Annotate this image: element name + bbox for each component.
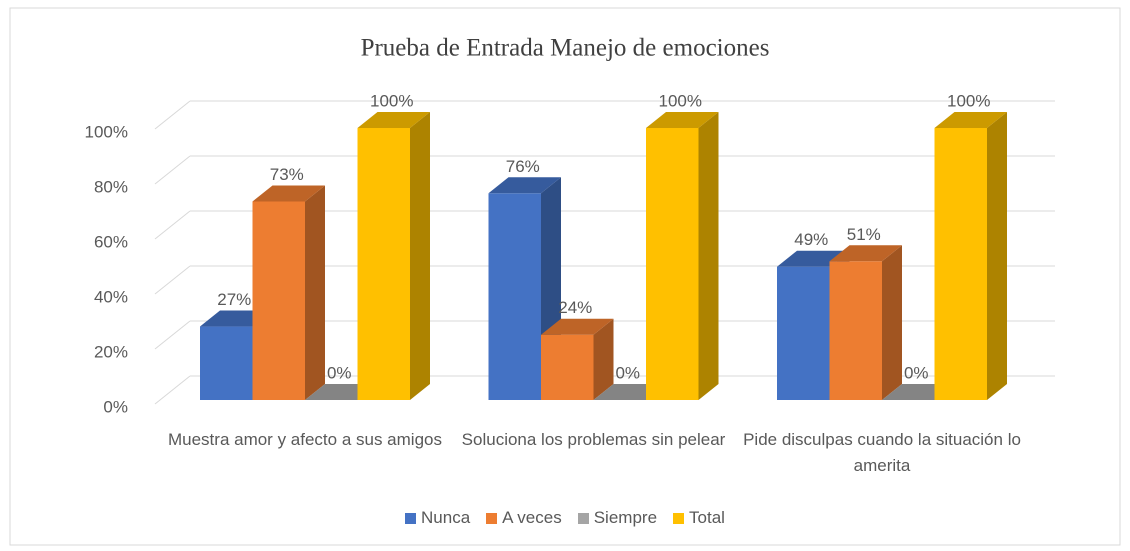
bar (646, 112, 719, 400)
grid-line (154, 320, 191, 350)
grid-line (154, 265, 191, 295)
bar-side (593, 318, 614, 400)
bar-top (488, 177, 561, 194)
bar-top (252, 185, 325, 202)
grid-line (154, 375, 191, 405)
legend-label: Siempre (593, 508, 658, 527)
legend-item: Siempre (577, 508, 658, 528)
grid-line (154, 100, 191, 130)
grid-line (154, 155, 191, 185)
legend-label: Nunca (421, 508, 471, 527)
bar-side (410, 112, 430, 400)
bar-front (488, 193, 541, 400)
grid-line (154, 210, 191, 240)
bar-side (698, 112, 719, 400)
data-label: 27% (217, 290, 251, 309)
bar-front (200, 326, 253, 400)
bar-front (252, 201, 305, 400)
data-label: 100% (947, 91, 990, 110)
data-label: 24% (558, 298, 592, 317)
bar-top (934, 112, 1007, 128)
bar-side (305, 185, 325, 400)
legend-label: Total (689, 508, 725, 527)
bar-front (646, 128, 699, 400)
data-label: 0% (327, 363, 352, 382)
y-tick-label: 100% (85, 122, 128, 141)
y-tick-label: 60% (94, 232, 128, 251)
legend-swatch (405, 512, 417, 524)
data-label: 100% (370, 91, 413, 110)
data-label: 0% (904, 363, 929, 382)
legend-swatch (673, 512, 685, 524)
bar-side (987, 112, 1007, 400)
chart-title: Prueba de Entrada Manejo de emociones (361, 35, 770, 62)
y-tick-label: 40% (94, 287, 128, 306)
legend-item: Nunca (405, 508, 470, 528)
data-label: 0% (615, 363, 640, 382)
legend-item: Total (673, 508, 725, 528)
y-tick-label: 0% (103, 397, 128, 416)
bar-front (541, 334, 594, 400)
data-label: 100% (659, 91, 702, 110)
bar (252, 185, 325, 400)
bar (357, 112, 430, 400)
x-tick-label: Pide disculpas cuando la situación lo am… (743, 430, 1021, 475)
bar-top (357, 112, 430, 128)
data-label: 73% (270, 165, 304, 184)
bar-side (882, 245, 902, 400)
bar-top (829, 245, 902, 262)
data-label: 51% (847, 225, 881, 244)
data-label: 76% (506, 157, 540, 176)
bar-front (777, 266, 830, 400)
data-label: 49% (794, 230, 828, 249)
x-tick-label: Muestra amor y afecto a sus amigos (167, 430, 442, 449)
legend: Nunca A veces Siempre Total (0, 508, 1130, 528)
bar-top (646, 112, 719, 128)
y-tick-label: 80% (94, 177, 128, 196)
y-tick-label: 20% (94, 342, 128, 361)
x-tick-label: Soluciona los problemas sin pelear (461, 430, 726, 449)
bar (934, 112, 1007, 400)
bar (829, 245, 902, 400)
legend-swatch (486, 512, 498, 524)
legend-swatch (577, 512, 589, 524)
bar-front (829, 261, 882, 400)
legend-item: A veces (486, 508, 562, 528)
bar (541, 318, 614, 400)
bar-front (357, 128, 410, 400)
bar-top (541, 318, 614, 335)
bar-front (934, 128, 987, 400)
legend-label: A veces (502, 508, 562, 527)
